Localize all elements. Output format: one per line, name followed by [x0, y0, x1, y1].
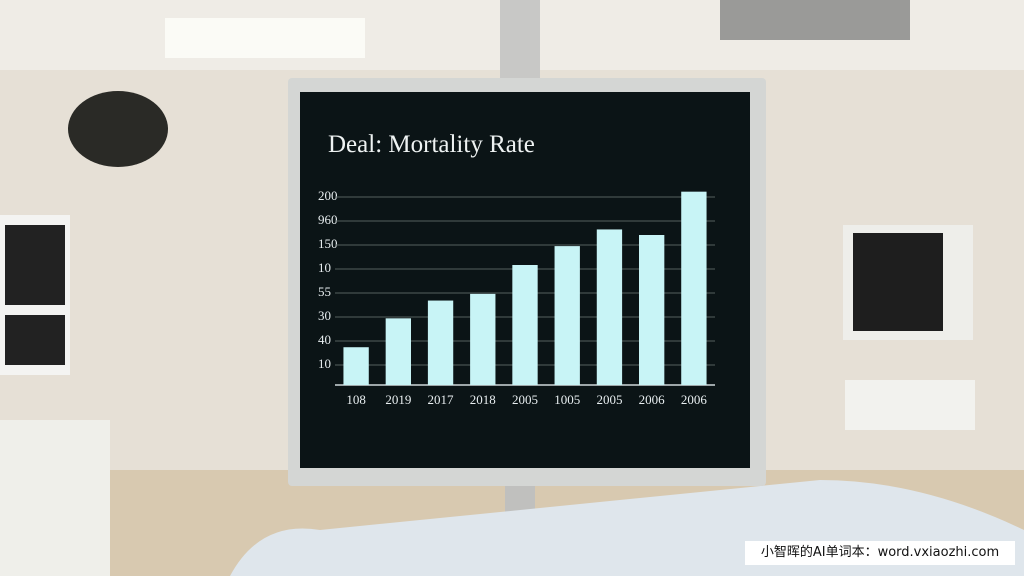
x-tick-label: 108 — [346, 392, 366, 407]
bar — [554, 246, 580, 385]
y-tick-label: 10 — [318, 356, 331, 371]
bar — [681, 191, 707, 385]
bar — [639, 235, 665, 385]
y-tick-label: 150 — [318, 236, 338, 251]
bar — [596, 229, 623, 385]
wall-monitor-screen — [5, 315, 65, 365]
x-tick-label: 2006 — [639, 392, 666, 407]
monitor-stand — [845, 380, 975, 430]
y-tick-label: 10 — [318, 260, 331, 275]
bar — [470, 293, 496, 385]
bar — [385, 318, 411, 385]
patient-monitor-screen — [853, 233, 943, 331]
x-tick-label: 2006 — [681, 392, 708, 407]
bar — [343, 347, 369, 385]
x-tick-label: 2019 — [385, 392, 411, 407]
y-tick-label: 960 — [318, 212, 338, 227]
x-tick-label: 2018 — [470, 392, 496, 407]
wall-monitor-screen — [5, 225, 65, 305]
x-tick-label: 2005 — [596, 392, 622, 407]
cart — [0, 420, 110, 576]
y-tick-label: 40 — [318, 332, 331, 347]
ceiling-light — [165, 18, 365, 58]
x-tick-label: 2005 — [512, 392, 538, 407]
bar — [512, 265, 538, 385]
clock — [68, 91, 168, 167]
y-tick-label: 200 — [318, 188, 338, 203]
bar — [427, 300, 454, 385]
vent — [720, 0, 910, 40]
x-tick-label: 1005 — [554, 392, 580, 407]
watermark: 小智晖的AI单词本：word.vxiaozhi.com — [745, 541, 1015, 565]
y-tick-label: 30 — [318, 308, 331, 323]
y-tick-label: 55 — [318, 284, 331, 299]
chart-title: Deal: Mortality Rate — [328, 131, 535, 158]
x-tick-label: 2017 — [428, 392, 455, 407]
